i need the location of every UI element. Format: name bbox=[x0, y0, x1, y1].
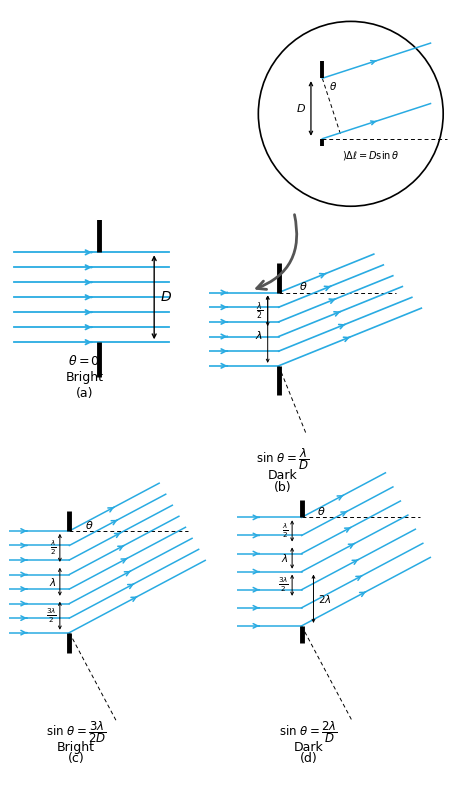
Text: $D$: $D$ bbox=[160, 290, 172, 305]
Text: $) \Delta\ell = D\sin\theta$: $) \Delta\ell = D\sin\theta$ bbox=[342, 148, 399, 162]
Text: $\theta$: $\theta$ bbox=[328, 79, 337, 92]
Text: (b): (b) bbox=[273, 481, 291, 494]
Text: $\sin\,\theta = \dfrac{2\lambda}{D}$: $\sin\,\theta = \dfrac{2\lambda}{D}$ bbox=[279, 720, 338, 745]
Text: $\sin\,\theta = \dfrac{3\lambda}{2D}$: $\sin\,\theta = \dfrac{3\lambda}{2D}$ bbox=[46, 720, 107, 745]
Text: $\theta$: $\theta$ bbox=[299, 279, 308, 291]
Text: $\frac{\lambda}{2}$: $\frac{\lambda}{2}$ bbox=[282, 522, 289, 540]
Text: $2\lambda$: $2\lambda$ bbox=[318, 593, 331, 604]
Text: Bright: Bright bbox=[65, 371, 103, 384]
Text: $\sin\,\theta = \dfrac{\lambda}{D}$: $\sin\,\theta = \dfrac{\lambda}{D}$ bbox=[255, 447, 309, 472]
Text: Bright: Bright bbox=[57, 741, 95, 754]
Text: $\lambda$: $\lambda$ bbox=[49, 575, 56, 588]
Text: (a): (a) bbox=[75, 387, 93, 400]
Text: $\theta = 0$: $\theta = 0$ bbox=[68, 353, 100, 367]
Text: $\theta$: $\theta$ bbox=[84, 519, 93, 531]
Text: $\lambda$: $\lambda$ bbox=[255, 329, 263, 341]
Text: $\frac{\lambda}{2}$: $\frac{\lambda}{2}$ bbox=[256, 300, 263, 322]
Text: $\theta$: $\theta$ bbox=[317, 506, 326, 517]
Text: Dark: Dark bbox=[267, 469, 297, 482]
Text: $D$: $D$ bbox=[296, 103, 306, 115]
Text: (c): (c) bbox=[68, 752, 84, 765]
Text: $\frac{\lambda}{2}$: $\frac{\lambda}{2}$ bbox=[50, 539, 56, 557]
Text: $\lambda$: $\lambda$ bbox=[281, 552, 289, 564]
Text: $\frac{3\lambda}{2}$: $\frac{3\lambda}{2}$ bbox=[278, 576, 289, 594]
Text: Dark: Dark bbox=[293, 741, 323, 754]
Text: $\frac{3\lambda}{2}$: $\frac{3\lambda}{2}$ bbox=[46, 607, 56, 625]
Text: (d): (d) bbox=[300, 752, 317, 765]
